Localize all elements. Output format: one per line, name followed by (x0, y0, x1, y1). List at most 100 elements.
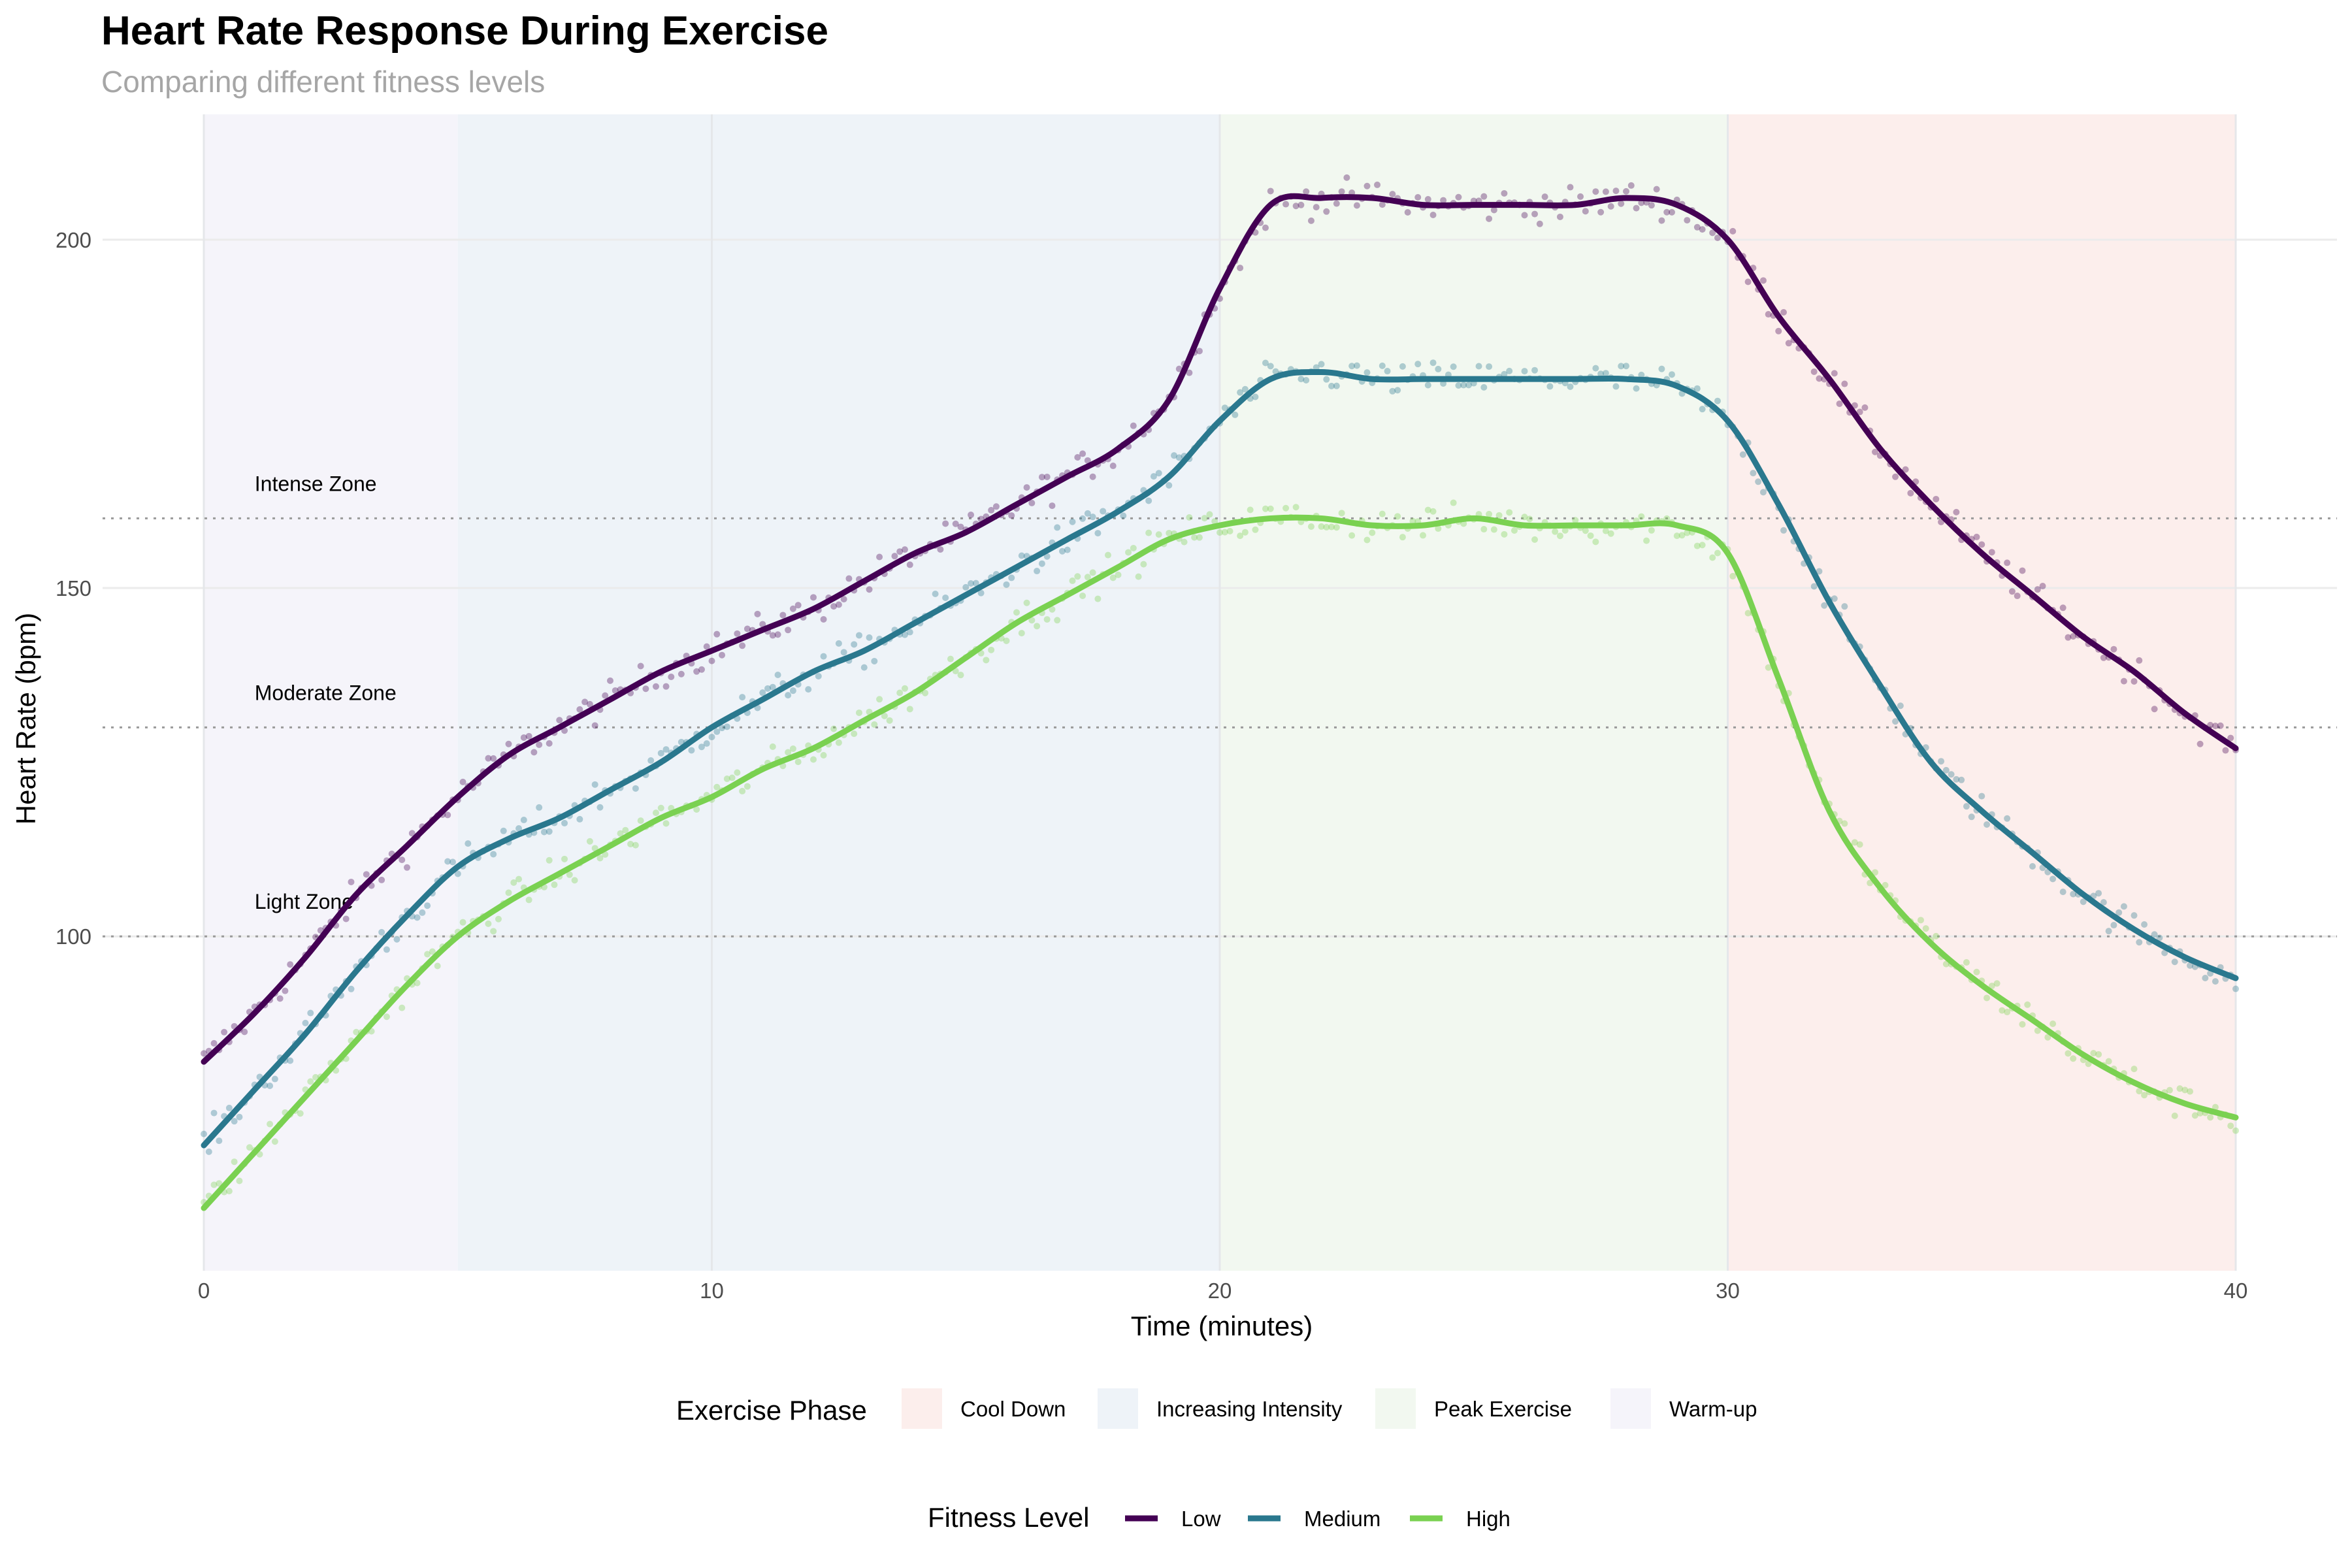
data-point (1938, 758, 1945, 765)
data-point (490, 928, 497, 935)
data-point (739, 642, 746, 649)
data-point (820, 751, 827, 759)
data-point (1232, 411, 1239, 418)
data-point (1831, 595, 1838, 602)
y-tick-label: 200 (56, 228, 91, 252)
data-point (937, 546, 944, 553)
data-point (2110, 645, 2117, 653)
phase-legend-title: Exercise Phase (676, 1395, 867, 1426)
data-point (459, 778, 466, 785)
data-point (1556, 532, 1563, 540)
data-point (1897, 702, 1904, 710)
data-point (647, 757, 655, 764)
data-point (830, 603, 838, 610)
data-point (216, 1137, 223, 1145)
data-point (566, 871, 573, 878)
data-point (1953, 508, 1960, 515)
data-point (719, 725, 726, 732)
data-point (1663, 208, 1671, 216)
phase-legend-swatch (902, 1388, 942, 1429)
data-point (1501, 189, 1508, 197)
data-point (1988, 983, 1995, 990)
data-point (840, 596, 847, 603)
data-point (2004, 559, 2011, 566)
data-point (2065, 1050, 2072, 1057)
data-point (1313, 364, 1320, 371)
data-point (754, 610, 761, 617)
data-point (708, 734, 715, 741)
data-point (1831, 370, 1838, 377)
data-point (1247, 506, 1254, 514)
data-point (992, 503, 1000, 510)
data-point (1292, 504, 1299, 511)
phase-legend-swatch (1610, 1388, 1651, 1429)
data-point (1592, 365, 1599, 372)
data-point (1775, 327, 1782, 335)
data-point (1043, 616, 1051, 623)
data-point (2019, 567, 2026, 574)
data-point (1663, 515, 1671, 522)
data-point (1008, 512, 1015, 519)
data-point (459, 919, 466, 926)
phase-legend-label: Increasing Intensity (1156, 1397, 1343, 1421)
data-point (734, 630, 741, 637)
data-point (1810, 368, 1818, 375)
x-tick-label: 10 (700, 1279, 724, 1303)
data-point (1612, 383, 1620, 390)
data-point (1237, 265, 1244, 272)
data-point (1602, 370, 1609, 377)
data-point (662, 820, 670, 827)
data-point (1155, 531, 1162, 538)
data-point (1750, 470, 1757, 477)
data-point (1074, 453, 1081, 461)
data-point (723, 723, 730, 730)
data-point (830, 725, 838, 732)
data-point (297, 1110, 304, 1117)
data-point (1942, 960, 1950, 968)
data-point (546, 857, 553, 864)
data-point (1130, 422, 1137, 429)
data-point (855, 632, 862, 639)
data-point (1607, 203, 1614, 210)
data-point (1465, 382, 1472, 389)
data-point (1587, 532, 1594, 539)
data-point (556, 717, 563, 724)
data-point (2227, 1122, 2234, 1130)
y-tick-label: 150 (56, 576, 91, 600)
data-point (1145, 529, 1152, 536)
phase-legend-swatch (1098, 1388, 1138, 1429)
data-point (1292, 203, 1299, 210)
data-point (540, 828, 547, 836)
data-point (1511, 527, 1518, 534)
data-point (1307, 217, 1315, 224)
data-point (505, 740, 512, 747)
data-point (2131, 1066, 2138, 1073)
data-point (1282, 201, 1290, 208)
data-point (1140, 561, 1147, 568)
data-point (1480, 384, 1488, 391)
data-point (1597, 208, 1605, 216)
data-point (1480, 193, 1488, 200)
data-point (2202, 974, 2209, 981)
data-point (1973, 968, 1980, 975)
data-point (668, 674, 675, 681)
data-point (1221, 404, 1228, 412)
data-point (1785, 340, 1792, 347)
data-point (1455, 382, 1462, 389)
data-point (1536, 220, 1543, 227)
phase-legend-swatch (1375, 1388, 1416, 1429)
data-point (510, 879, 517, 886)
data-point (2141, 1092, 2148, 1099)
data-point (1623, 188, 1629, 195)
data-point (2136, 1088, 2143, 1095)
data-point (1552, 528, 1559, 535)
data-point (820, 653, 827, 660)
fitness-legend-title: Fitness Level (928, 1502, 1089, 1533)
data-point (1404, 208, 1411, 216)
data-point (942, 594, 949, 601)
data-point (1861, 404, 1869, 411)
data-point (520, 817, 527, 824)
data-point (536, 741, 543, 748)
data-point (1298, 201, 1305, 208)
data-point (1597, 370, 1605, 378)
